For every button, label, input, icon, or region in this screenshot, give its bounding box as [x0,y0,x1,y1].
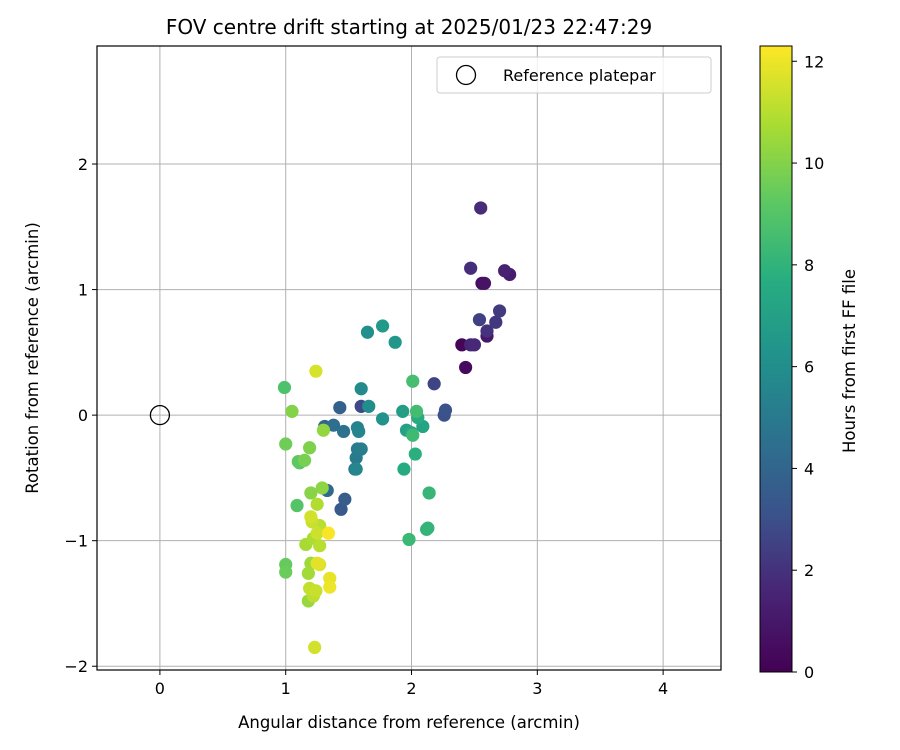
data-point [279,437,293,451]
y-tick-label: −1 [64,532,88,551]
data-point [321,526,336,540]
data-point [388,335,402,349]
data-point [310,526,324,540]
colorbar-tick-label: 10 [804,154,824,173]
reference-marker-layer [149,404,171,426]
data-point [313,539,327,553]
data-point [316,423,331,437]
data-point [333,400,347,415]
data-point [303,441,317,455]
data-point [285,404,299,418]
data-point [477,276,492,290]
legend: Reference platepar [436,56,712,94]
data-point [360,325,375,339]
x-tick-label: 1 [281,679,291,698]
x-tick-label: 4 [658,679,668,698]
data-point [408,447,422,461]
colorbar-tick-label: 12 [804,52,824,71]
x-tick-label: 0 [155,679,165,698]
data-point [277,380,292,395]
data-point [467,338,482,352]
data-point [290,498,304,513]
colorbar: 0 2 4 6 8 10 12 Hours from first FF file [759,45,859,682]
data-point [297,453,312,467]
data-point [489,315,503,329]
data-point [336,424,351,439]
data-point [397,462,411,476]
data-point [338,492,352,506]
legend-box [436,56,712,94]
data-point [310,556,324,570]
colorbar-tick-label: 8 [804,256,814,275]
data-point [472,313,487,327]
data-point [310,497,324,511]
data-point [349,462,363,476]
reference-point [149,404,171,426]
data-point [352,424,366,439]
data-point [422,486,436,500]
data-point [464,261,478,275]
data-point [409,404,424,418]
data-point [315,481,329,495]
data-point [323,580,337,594]
y-tick-label: 0 [78,406,88,425]
legend-label: Reference platepar [503,66,656,85]
data-point [459,360,473,375]
x-tick-label: 3 [532,679,542,698]
data-point [406,428,420,442]
data-point [326,418,341,432]
axis-ticks: 0 1 2 3 4 −2 −1 0 1 2 [64,155,668,698]
data-point [480,324,494,338]
colorbar-gradient [759,45,793,673]
data-point [301,566,315,580]
data-point [308,640,322,655]
x-axis-label: Angular distance from reference (arcmin) [238,713,580,732]
data-point [492,304,507,318]
data-point [304,510,318,524]
grid-lines [97,46,721,670]
data-points [277,201,517,655]
colorbar-tick-label: 6 [804,358,814,377]
data-point [309,584,323,598]
data-point [375,319,390,333]
y-tick-label: 2 [78,155,88,174]
colorbar-ticks: 0 2 4 6 8 10 12 [792,52,824,682]
x-tick-label: 2 [406,679,416,698]
data-point [498,264,512,278]
colorbar-label: Hours from first FF file [840,269,859,453]
data-point [427,377,441,391]
data-point [474,201,488,215]
data-point [362,399,376,413]
data-point [354,442,368,456]
colorbar-tick-label: 0 [804,663,814,682]
data-point [279,565,293,579]
chart-title: FOV centre drift starting at 2025/01/23 … [166,15,652,39]
y-tick-label: 1 [78,281,88,300]
y-tick-label: −2 [64,657,88,676]
colorbar-tick-label: 4 [804,459,814,478]
data-point [438,403,453,417]
data-point [396,404,410,418]
data-point [304,486,318,500]
data-point [406,374,420,388]
data-point [354,382,368,396]
data-point [334,502,348,516]
legend-marker-circle-icon [455,64,477,86]
plot-frame [96,45,722,671]
y-axis-label: Rotation from reference (arcmin) [23,222,42,494]
data-point [309,364,323,378]
data-point [421,521,435,535]
data-point [375,412,390,426]
data-point [402,532,416,547]
colorbar-tick-label: 2 [804,561,814,580]
